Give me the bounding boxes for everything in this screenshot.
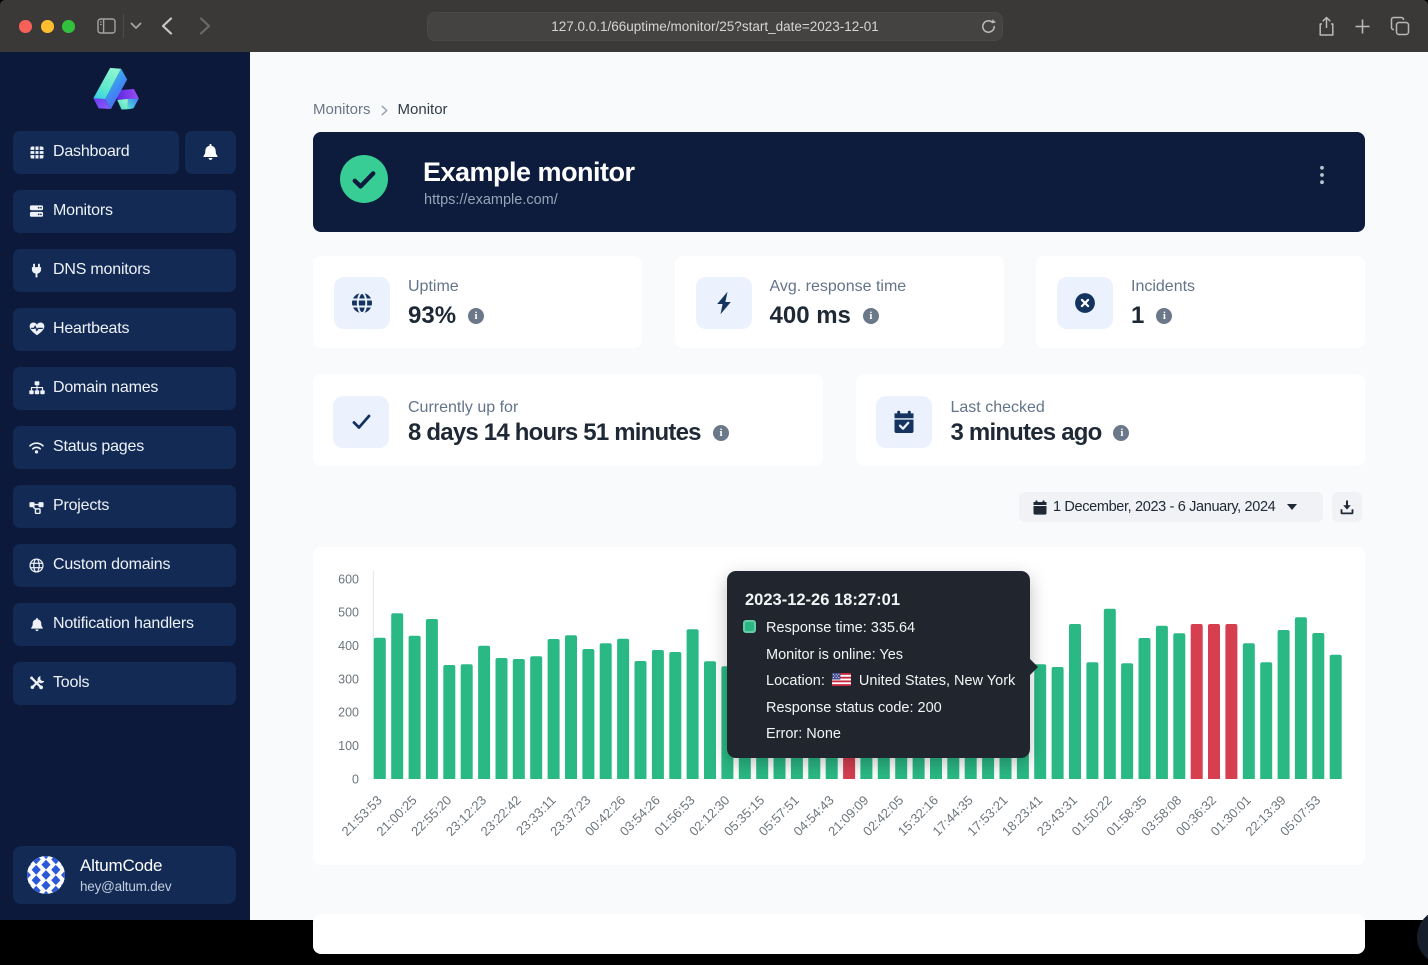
svg-text:0: 0 [352, 772, 359, 786]
svg-text:500: 500 [338, 606, 359, 620]
svg-text:600: 600 [338, 572, 359, 586]
svg-text:400: 400 [338, 639, 359, 653]
svg-text:200: 200 [338, 706, 359, 720]
svg-text:300: 300 [338, 672, 359, 686]
svg-text:100: 100 [338, 739, 359, 753]
